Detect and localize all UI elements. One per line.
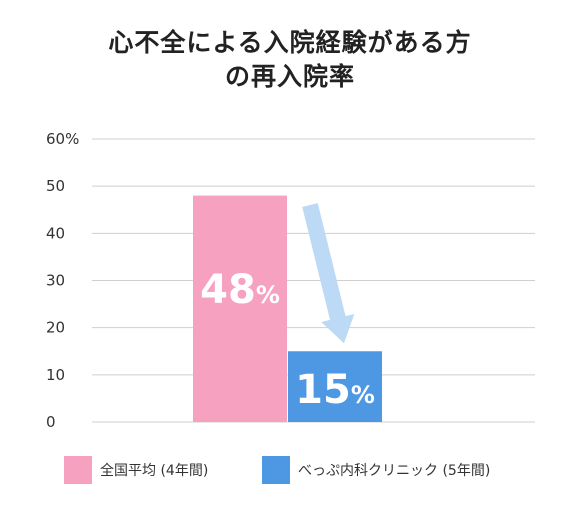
legend: 全国平均 (4年間) べっぷ内科クリニック (5年間) (0, 456, 580, 486)
chart-title: 心不全による入院経験がある方 の再入院率 (0, 26, 580, 94)
data-label-national-average: 48% (200, 267, 280, 313)
legend-label-national-average: 全国平均 (4年間) (100, 463, 209, 479)
decrease-arrow (302, 203, 355, 344)
data-label-number-national-average: 48 (200, 267, 256, 313)
data-label-beppu-clinic: 15% (295, 367, 375, 413)
data-label-unit-national-average: % (256, 281, 280, 309)
legend-swatch-national-average (64, 456, 92, 484)
bar-beppu-clinic (288, 351, 382, 422)
y-tick-label-50: 50 (46, 177, 65, 195)
chart-title-line-1: 心不全による入院経験がある方 (108, 28, 472, 57)
legend-item-beppu-clinic: べっぷ内科クリニック (5年間) (262, 456, 490, 484)
data-label-number-beppu-clinic: 15 (295, 367, 351, 413)
data-label-unit-beppu-clinic: % (351, 381, 375, 409)
y-tick-label-60: 60% (46, 130, 79, 148)
y-tick-label-20: 20 (46, 319, 65, 337)
legend-label-beppu-clinic: べっぷ内科クリニック (5年間) (298, 463, 491, 479)
y-tick-label-0: 0 (46, 413, 56, 431)
y-tick-label-40: 40 (46, 224, 65, 242)
legend-item-national-average: 全国平均 (4年間) (64, 456, 208, 484)
legend-swatch-beppu-clinic (262, 456, 290, 484)
y-tick-label-10: 10 (46, 366, 65, 384)
chart-title-line-2: の再入院率 (224, 62, 355, 91)
y-tick-label-30: 30 (46, 272, 65, 290)
bar-national-average (193, 195, 287, 422)
